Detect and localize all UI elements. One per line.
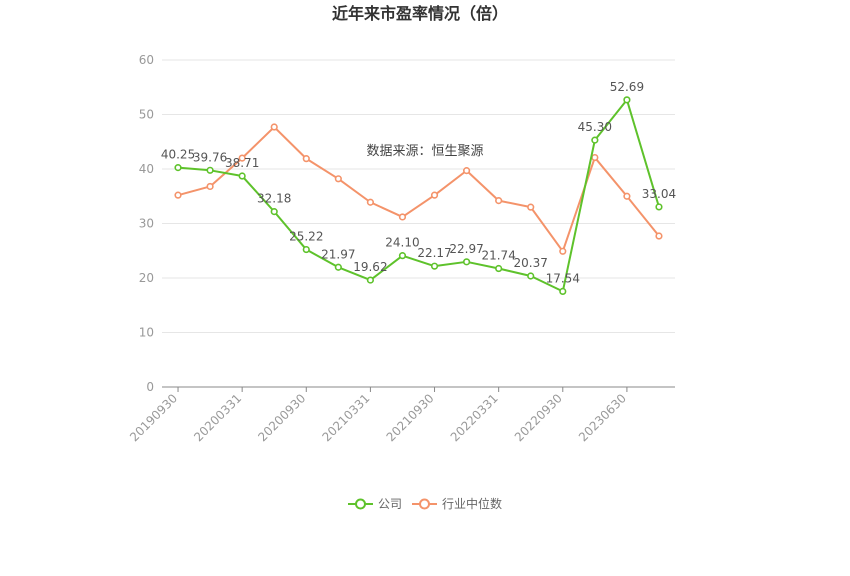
data-point bbox=[591, 153, 599, 162]
data-point bbox=[559, 247, 567, 255]
x-tick-label: 20220331 bbox=[448, 391, 501, 444]
data-point bbox=[238, 172, 246, 180]
y-tick-label: 40 bbox=[139, 162, 154, 176]
data-label: 21.74 bbox=[481, 249, 515, 263]
data-point bbox=[270, 123, 278, 131]
data-point bbox=[302, 155, 310, 163]
y-tick-label: 0 bbox=[146, 380, 154, 394]
y-tick-label: 60 bbox=[139, 53, 154, 67]
y-tick-label: 20 bbox=[139, 271, 154, 285]
data-label: 45.30 bbox=[578, 120, 612, 134]
data-point bbox=[591, 136, 599, 144]
data-point bbox=[655, 232, 663, 240]
x-axis: 20190930 20200331 20200930 20210331 20210930… bbox=[127, 386, 675, 444]
data-point bbox=[623, 96, 631, 104]
legend-label: 行业中位数 bbox=[442, 496, 502, 511]
data-point bbox=[398, 252, 407, 260]
data-point bbox=[206, 182, 214, 191]
data-point bbox=[430, 191, 439, 199]
x-tick-label: 20220930 bbox=[512, 391, 565, 444]
data-label: 33.04 bbox=[642, 187, 676, 201]
y-tick-label: 10 bbox=[139, 326, 154, 340]
data-label: 38.71 bbox=[225, 156, 259, 170]
x-tick-label: 20190930 bbox=[127, 391, 180, 444]
data-point bbox=[238, 154, 246, 162]
data-label: 20.37 bbox=[514, 256, 548, 270]
x-tick-label: 20200331 bbox=[191, 391, 244, 444]
data-point bbox=[302, 245, 310, 254]
data-point bbox=[270, 208, 278, 216]
x-tick-label: 20210930 bbox=[384, 391, 437, 444]
data-label: 25.22 bbox=[289, 230, 323, 244]
x-tick-label: 20230630 bbox=[576, 391, 629, 444]
data-label: 52.69 bbox=[610, 80, 644, 94]
grid-lines bbox=[162, 59, 675, 333]
data-label: 39.76 bbox=[193, 150, 227, 164]
legend[interactable]: 公司 行业中位数 bbox=[348, 496, 502, 511]
data-label: 17.54 bbox=[546, 271, 580, 285]
legend-marker-icon bbox=[355, 498, 366, 510]
data-point bbox=[430, 262, 439, 270]
data-label: 32.18 bbox=[257, 192, 291, 206]
data-point bbox=[334, 175, 342, 183]
legend-item[interactable]: 行业中位数 bbox=[412, 496, 502, 511]
series-group bbox=[174, 96, 663, 296]
data-label: 22.17 bbox=[417, 246, 451, 260]
data-label: 22.97 bbox=[449, 242, 483, 256]
source-note: 数据来源：恒生聚源 bbox=[366, 144, 483, 159]
data-point bbox=[366, 198, 375, 206]
x-tick-label: 20210331 bbox=[319, 391, 372, 444]
y-tick-label: 50 bbox=[139, 108, 154, 122]
legend-item[interactable]: 公司 bbox=[348, 497, 402, 511]
data-label: 40.25 bbox=[161, 148, 195, 162]
data-point bbox=[623, 192, 631, 200]
series-line bbox=[177, 98, 660, 293]
data-point bbox=[527, 272, 535, 280]
data-point bbox=[174, 191, 182, 199]
data-point bbox=[206, 166, 214, 174]
legend-label: 公司 bbox=[378, 497, 402, 511]
data-point bbox=[462, 258, 471, 266]
data-point bbox=[398, 213, 407, 221]
data-point bbox=[495, 264, 503, 273]
x-tick-label: 20200930 bbox=[255, 391, 308, 444]
data-point bbox=[655, 203, 663, 211]
chart-title: 近年来市盈率情况（倍） bbox=[332, 4, 508, 23]
data-label: 19.62 bbox=[353, 260, 387, 274]
data-point bbox=[495, 197, 503, 205]
data-point bbox=[559, 287, 567, 296]
y-axis: 0 10 20 30 40 50 60 bbox=[139, 53, 154, 394]
data-point bbox=[366, 276, 375, 284]
data-point bbox=[527, 203, 535, 211]
series-line bbox=[177, 126, 660, 253]
data-point bbox=[462, 167, 471, 175]
legend-marker-icon bbox=[419, 498, 430, 510]
data-label: 24.10 bbox=[385, 236, 419, 250]
data-point bbox=[334, 263, 342, 271]
data-point bbox=[174, 164, 182, 172]
data-label: 21.97 bbox=[321, 247, 355, 261]
y-tick-label: 30 bbox=[139, 217, 154, 231]
